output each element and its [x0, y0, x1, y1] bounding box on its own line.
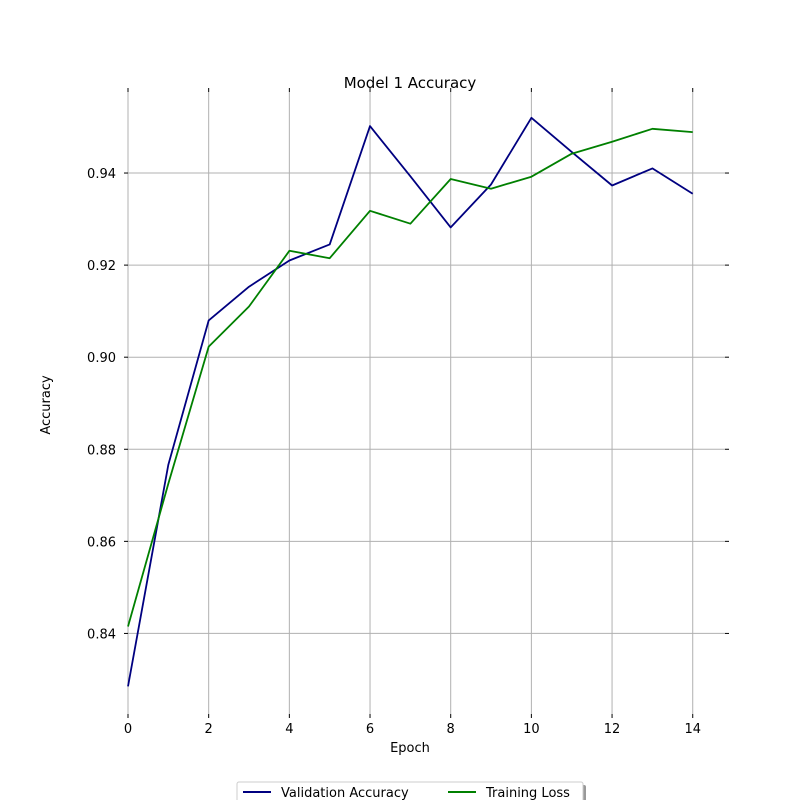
x-tick-label: 6 — [366, 722, 374, 737]
series-line-validation-accuracy — [127, 116, 694, 687]
legend-entry-label: Validation Accuracy — [281, 786, 409, 800]
y-tick-label: 0.90 — [87, 351, 116, 366]
y-tick-label: 0.84 — [87, 627, 116, 642]
x-tick-label: 10 — [523, 722, 540, 737]
y-tick-label: 0.88 — [87, 443, 116, 458]
chart-title: Model 1 Accuracy — [344, 74, 477, 92]
series-lines — [127, 116, 694, 687]
legend-frame — [236, 781, 584, 800]
gridlines — [127, 92, 725, 714]
y-tick-label: 0.92 — [87, 259, 116, 274]
y-axis-label: Accuracy — [39, 375, 54, 435]
legend-entry-label: Training Loss — [485, 786, 570, 800]
x-axis-label: Epoch — [390, 741, 430, 756]
y-tick-label: 0.86 — [87, 535, 116, 550]
axis-ticks: 0 2 4 6 8 10 12 14 0.84 0.86 0.88 0.90 0.92 0.94 — [87, 88, 729, 737]
y-tick-label: 0.94 — [87, 167, 116, 182]
x-tick-label: 2 — [205, 722, 213, 737]
series-line-training-loss — [127, 127, 693, 627]
x-tick-label: 8 — [447, 722, 455, 737]
x-tick-label: 0 — [124, 722, 132, 737]
x-tick-label: 4 — [285, 722, 293, 737]
x-tick-label: 12 — [604, 722, 621, 737]
legend: Validation Accuracy Training Loss — [236, 781, 586, 800]
x-tick-label: 14 — [684, 722, 701, 737]
